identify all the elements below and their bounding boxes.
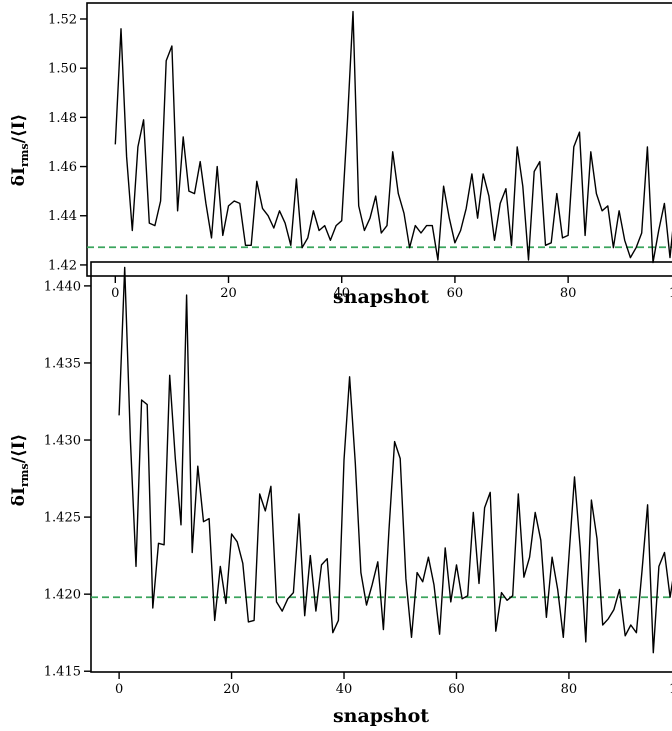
top-y-tick-label: 1.46 — [48, 160, 77, 175]
bottom-y-tick-label: 1.425 — [44, 511, 81, 526]
bottom-x-tick-label: 60 — [448, 682, 465, 697]
top-series-line — [114, 10, 672, 264]
bottom-y-tick-label: 1.435 — [44, 356, 81, 371]
bottom-panel: snapshot δIrms/⟨I⟩ 0 20 40 60 80 100 1.415 1.42… — [9, 261, 672, 727]
bottom-y-tick-label: 1.430 — [44, 434, 81, 449]
top-y-axis-label: δIrms/⟨I⟩ — [9, 114, 31, 187]
bottom-x-tick-label: 100 — [669, 682, 672, 697]
bottom-y-axis-label: δIrms/⟨I⟩ — [9, 434, 31, 507]
bottom-x-tick-label: 0 — [115, 682, 123, 697]
top-panel: snapshot δIrms/⟨I⟩ 0 20 40 60 80 100 1.42 1.44 1… — [9, 2, 672, 308]
top-x-tick-label: 60 — [447, 286, 464, 301]
top-x-tick-label: 80 — [560, 286, 577, 301]
top-x-tick-label: 0 — [111, 286, 119, 301]
top-y-tick-label: 1.42 — [48, 258, 77, 273]
top-plot-frame — [86, 2, 672, 277]
top-x-tick-label: 20 — [220, 286, 237, 301]
top-y-tick-label: 1.44 — [48, 209, 77, 224]
bottom-x-tick-label: 80 — [561, 682, 578, 697]
top-x-tick-label: 40 — [333, 286, 350, 301]
bottom-plot-frame — [90, 261, 672, 673]
bottom-x-axis-label: snapshot — [333, 705, 429, 727]
top-y-tick-label: 1.48 — [48, 111, 77, 126]
top-x-axis-label: snapshot — [333, 286, 429, 308]
top-y-tick-label: 1.50 — [48, 62, 77, 77]
top-y-tick-label: 1.52 — [48, 12, 77, 27]
bottom-y-tick-label: 1.440 — [44, 279, 81, 294]
bottom-x-tick-label: 40 — [336, 682, 353, 697]
top-x-tick-label: 100 — [669, 286, 672, 301]
bottom-x-tick-label: 20 — [223, 682, 240, 697]
bottom-y-tick-label: 1.415 — [44, 665, 81, 680]
bottom-y-tick-label: 1.420 — [44, 588, 81, 603]
bottom-series-line — [118, 266, 672, 654]
